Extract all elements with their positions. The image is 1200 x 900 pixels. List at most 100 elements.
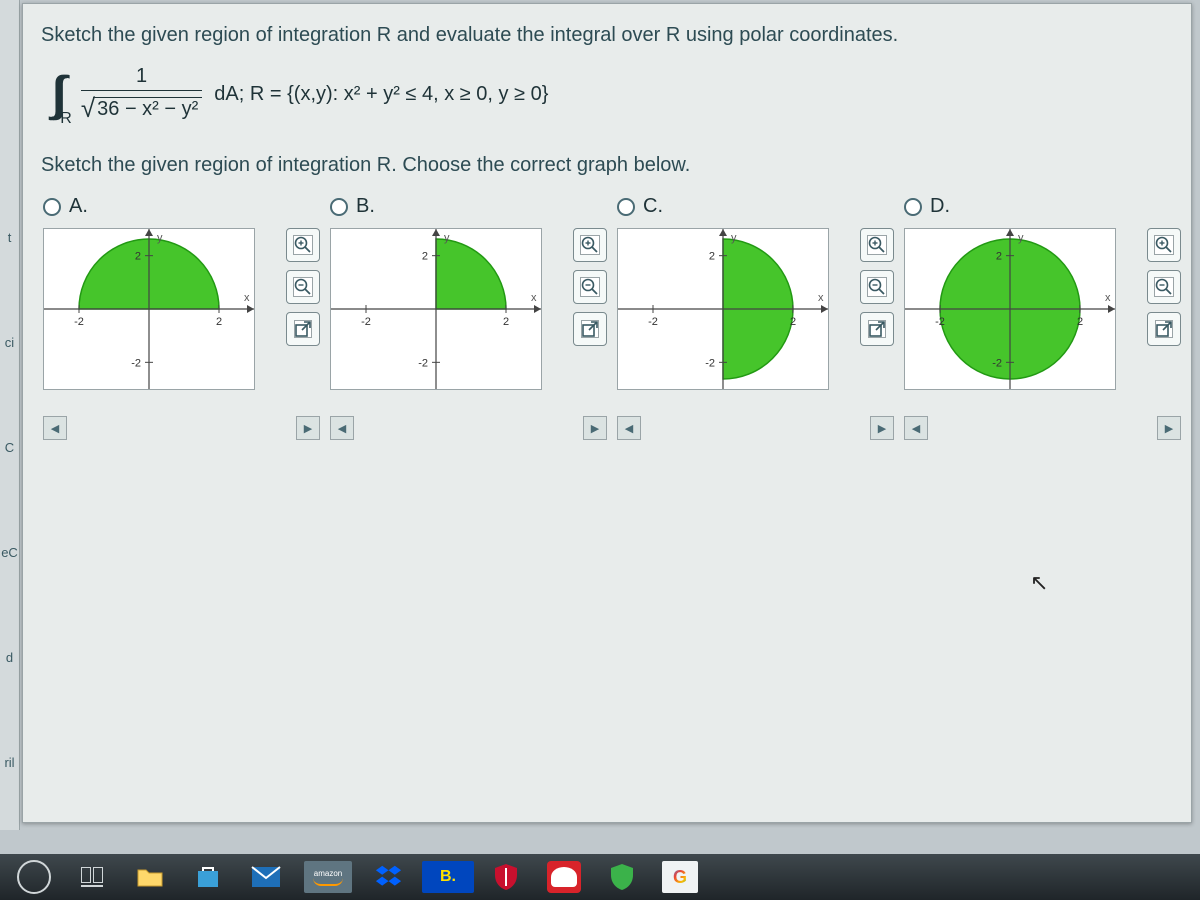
svg-text:-2: -2 [418, 357, 428, 369]
google-icon[interactable]: G [654, 859, 706, 895]
svg-text:-2: -2 [935, 316, 945, 328]
region-definition: dA; R = {(x,y): x² + y² ≤ 4, x ≥ 0, y ≥ … [214, 83, 548, 106]
scroll-right-icon[interactable]: ▶ [583, 416, 607, 440]
integral-expression: ∫∫ R 1 √ 36 − x² − y² dA; R = {(x,y): x²… [51, 65, 1181, 124]
file-explorer-icon[interactable] [124, 859, 176, 895]
zoom-in-icon[interactable] [573, 228, 607, 262]
svg-text:2: 2 [503, 316, 509, 328]
radio-a[interactable] [43, 198, 61, 216]
svg-text:2: 2 [135, 251, 141, 263]
screen: t ci C eC d ril Sketch the given region … [0, 0, 1200, 900]
task-view-button[interactable] [66, 859, 118, 895]
graph-scrollbar[interactable]: ◀ ▶ [904, 416, 1181, 440]
security-icon[interactable] [596, 859, 648, 895]
fraction-numerator: 1 [132, 65, 151, 88]
svg-text:y: y [1018, 232, 1024, 244]
radio-b[interactable] [330, 198, 348, 216]
fraction-denominator: √ 36 − x² − y² [81, 93, 202, 124]
svg-text:2: 2 [216, 316, 222, 328]
graph-scrollbar[interactable]: ◀ ▶ [617, 416, 894, 440]
question-line-1: Sketch the given region of integration R… [41, 24, 1181, 47]
taskbar: amazon B. G [0, 854, 1200, 900]
radicand: 36 − x² − y² [93, 97, 202, 121]
svg-text:-2: -2 [131, 357, 141, 369]
option-d: D. -2 2 -2 2 x y [904, 195, 1181, 440]
question-line-2: Sketch the given region of integration R… [41, 154, 1181, 177]
svg-text:y: y [731, 232, 737, 244]
option-label-c: C. [643, 195, 663, 218]
option-c: C. -2 2 -2 2 x y [617, 195, 894, 440]
best-buy-icon[interactable]: B. [422, 861, 474, 893]
open-external-icon[interactable] [1147, 312, 1181, 346]
question-panel: Sketch the given region of integration R… [22, 3, 1192, 823]
option-label-b: B. [356, 195, 375, 218]
svg-text:2: 2 [996, 251, 1002, 263]
strip-txt: ci [5, 335, 14, 350]
zoom-in-icon[interactable] [860, 228, 894, 262]
svg-text:-2: -2 [992, 357, 1002, 369]
radio-c[interactable] [617, 198, 635, 216]
svg-text:-2: -2 [74, 316, 84, 328]
graph-d[interactable]: -2 2 -2 2 x y [904, 228, 1116, 390]
graph-scrollbar[interactable]: ◀ ▶ [43, 416, 320, 440]
scroll-right-icon[interactable]: ▶ [1157, 416, 1181, 440]
scroll-right-icon[interactable]: ▶ [870, 416, 894, 440]
scroll-left-icon[interactable]: ◀ [330, 416, 354, 440]
scroll-left-icon[interactable]: ◀ [617, 416, 641, 440]
strip-txt: d [6, 650, 13, 665]
svg-text:-2: -2 [361, 316, 371, 328]
graph-b[interactable]: -2 2 -2 2 x y [330, 228, 542, 390]
svg-text:2: 2 [790, 316, 796, 328]
svg-text:-2: -2 [648, 316, 658, 328]
option-b: B. -2 2 -2 2 x y [330, 195, 607, 440]
scroll-right-icon[interactable]: ▶ [296, 416, 320, 440]
integral-region-label: R [60, 110, 72, 128]
svg-text:-2: -2 [705, 357, 715, 369]
open-external-icon[interactable] [286, 312, 320, 346]
scroll-left-icon[interactable]: ◀ [904, 416, 928, 440]
google-label: G [673, 867, 687, 888]
graph-c[interactable]: -2 2 -2 2 x y [617, 228, 829, 390]
svg-text:y: y [444, 232, 450, 244]
mouse-cursor-icon: ↖ [1030, 570, 1048, 596]
option-a: A. -2 2 -2 2 x y [43, 195, 320, 440]
svg-text:x: x [818, 292, 824, 304]
zoom-out-icon[interactable] [1147, 270, 1181, 304]
zoom-in-icon[interactable] [286, 228, 320, 262]
strip-txt: eC [1, 545, 18, 560]
strip-txt: ril [4, 755, 14, 770]
svg-text:x: x [244, 292, 250, 304]
mcafee-icon[interactable] [480, 859, 532, 895]
open-external-icon[interactable] [573, 312, 607, 346]
store-icon[interactable] [182, 859, 234, 895]
zoom-out-icon[interactable] [860, 270, 894, 304]
movies-icon[interactable] [538, 859, 590, 895]
svg-text:x: x [531, 292, 537, 304]
amazon-icon[interactable]: amazon [298, 859, 358, 895]
options-row: A. -2 2 -2 2 x y [43, 195, 1181, 440]
graph-scrollbar[interactable]: ◀ ▶ [330, 416, 607, 440]
zoom-out-icon[interactable] [573, 270, 607, 304]
svg-text:2: 2 [422, 251, 428, 263]
option-label-a: A. [69, 195, 88, 218]
zoom-out-icon[interactable] [286, 270, 320, 304]
zoom-in-icon[interactable] [1147, 228, 1181, 262]
svg-text:y: y [157, 232, 163, 244]
left-scroll-strip: t ci C eC d ril [0, 0, 20, 830]
graph-a[interactable]: -2 2 -2 2 x y [43, 228, 255, 390]
strip-txt: t [8, 230, 12, 245]
scroll-left-icon[interactable]: ◀ [43, 416, 67, 440]
open-external-icon[interactable] [860, 312, 894, 346]
svg-text:2: 2 [1077, 316, 1083, 328]
dropbox-icon[interactable] [364, 859, 416, 895]
radio-d[interactable] [904, 198, 922, 216]
mail-icon[interactable] [240, 859, 292, 895]
strip-txt: C [5, 440, 14, 455]
svg-text:2: 2 [709, 251, 715, 263]
amazon-label: amazon [314, 869, 342, 878]
start-button[interactable] [8, 859, 60, 895]
option-label-d: D. [930, 195, 950, 218]
integrand-fraction: 1 √ 36 − x² − y² [81, 65, 202, 124]
svg-text:x: x [1105, 292, 1111, 304]
fraction-bar [81, 90, 202, 91]
